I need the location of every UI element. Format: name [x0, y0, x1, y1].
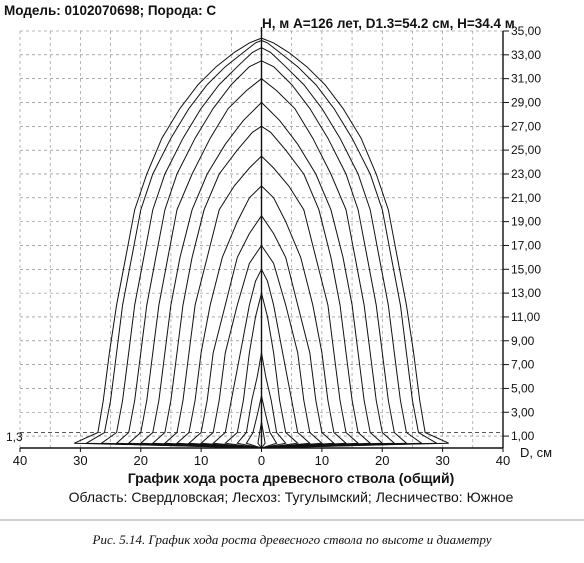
y-tick-label: 7,00	[511, 358, 535, 372]
chart-title: График хода роста древесного ствола (общ…	[128, 470, 455, 486]
stem-profile-curves	[74, 37, 449, 449]
x-axis-label: D, см	[520, 445, 552, 460]
y-tick-label: 9,00	[511, 334, 535, 348]
y-tick-label: 5,00	[511, 381, 535, 395]
y-tick-label: 15,00	[511, 262, 541, 276]
stem-profile-left-15	[74, 37, 262, 449]
y-tick-label: 35,00	[511, 24, 541, 38]
stem-profile-left-5	[199, 245, 262, 449]
stem-profile-left-9	[151, 125, 262, 449]
stem-profile-right-2	[261, 352, 287, 449]
y-tick-label: 3,00	[511, 405, 535, 419]
figure-bottom-border	[0, 519, 584, 521]
y-tick-label: 27,00	[511, 119, 541, 133]
stem-profile-right-10	[261, 102, 384, 449]
chart-subtitle: Н, м А=126 лет, D1.3=54.2 см, Н=34.4 м	[262, 16, 515, 31]
x-tick-label: 40	[13, 453, 27, 468]
y-tick-label: 19,00	[511, 215, 541, 229]
stem-profile-left-6	[187, 215, 262, 449]
stem-profile-left-7	[175, 185, 262, 449]
stem-profile-right-15	[261, 37, 449, 449]
model-header: Модель: 0102070698; Порода: С	[4, 3, 217, 18]
stem-profile-left-8	[163, 155, 262, 449]
stem-profile-right-14	[261, 40, 439, 449]
stem-profile-right-7	[261, 185, 348, 449]
stem-profile-right-0	[261, 421, 266, 449]
stem-profile-right-12	[261, 60, 408, 449]
stem-profile-left-12	[115, 60, 262, 449]
stem-profile-right-4	[261, 269, 311, 449]
stem-profile-right-8	[261, 155, 360, 449]
x-tick-labels: 40 30 20 10 0 10 20 30 40	[13, 448, 510, 468]
y-tick-label: 31,00	[511, 72, 541, 86]
stem-profile-left-10	[139, 102, 262, 449]
stem-profile-right-11	[261, 78, 396, 449]
x-tick-label: 0	[258, 453, 265, 468]
stem-profile-left-14	[84, 40, 262, 449]
y-tick-label: 29,00	[511, 95, 541, 109]
y-tick-label: 13,00	[511, 286, 541, 300]
x-tick-label: 30	[73, 453, 87, 468]
x-tick-label: 20	[375, 453, 389, 468]
stem-profile-left-11	[127, 78, 262, 449]
stem-profile-left-3	[224, 292, 262, 449]
stem-profile-left-4	[212, 269, 262, 449]
y-tick-labels: 1,00 3,00 5,00 7,00 9,00 11,00 13,00 15,00 17,00…	[503, 24, 541, 443]
stem-profile-right-3	[261, 292, 299, 449]
x-tick-label: 20	[134, 453, 148, 468]
y-tick-label: 11,00	[511, 310, 540, 324]
y-tick-label: 17,00	[511, 238, 541, 252]
region-line: Область: Свердловская; Лесхоз: Тугулымск…	[69, 489, 514, 505]
x-tick-label: 30	[435, 453, 449, 468]
stem-profile-right-9	[261, 125, 372, 449]
stem-profile-right-1	[261, 395, 278, 449]
y-tick-label: 33,00	[511, 48, 541, 62]
x-tick-label: 10	[315, 453, 329, 468]
stem-profile-left-2	[236, 352, 262, 449]
stem-profile-left-13	[99, 47, 262, 449]
stem-profile-right-13	[261, 47, 424, 449]
stem-profile-right-5	[261, 245, 324, 449]
stem-profile-left-0	[257, 421, 262, 449]
y-tick-label: 1,00	[511, 429, 535, 443]
breast-height-marker-label: 1,3	[6, 430, 23, 444]
figure-caption: Рис. 5.14. График хода роста древесного …	[92, 532, 492, 547]
y-tick-label: 21,00	[511, 191, 541, 205]
x-tick-label: 10	[194, 453, 208, 468]
y-tick-label: 23,00	[511, 167, 541, 181]
axes	[20, 27, 504, 449]
stem-profile-right-6	[261, 215, 336, 449]
y-tick-label: 25,00	[511, 143, 541, 157]
x-tick-label: 40	[496, 453, 510, 468]
